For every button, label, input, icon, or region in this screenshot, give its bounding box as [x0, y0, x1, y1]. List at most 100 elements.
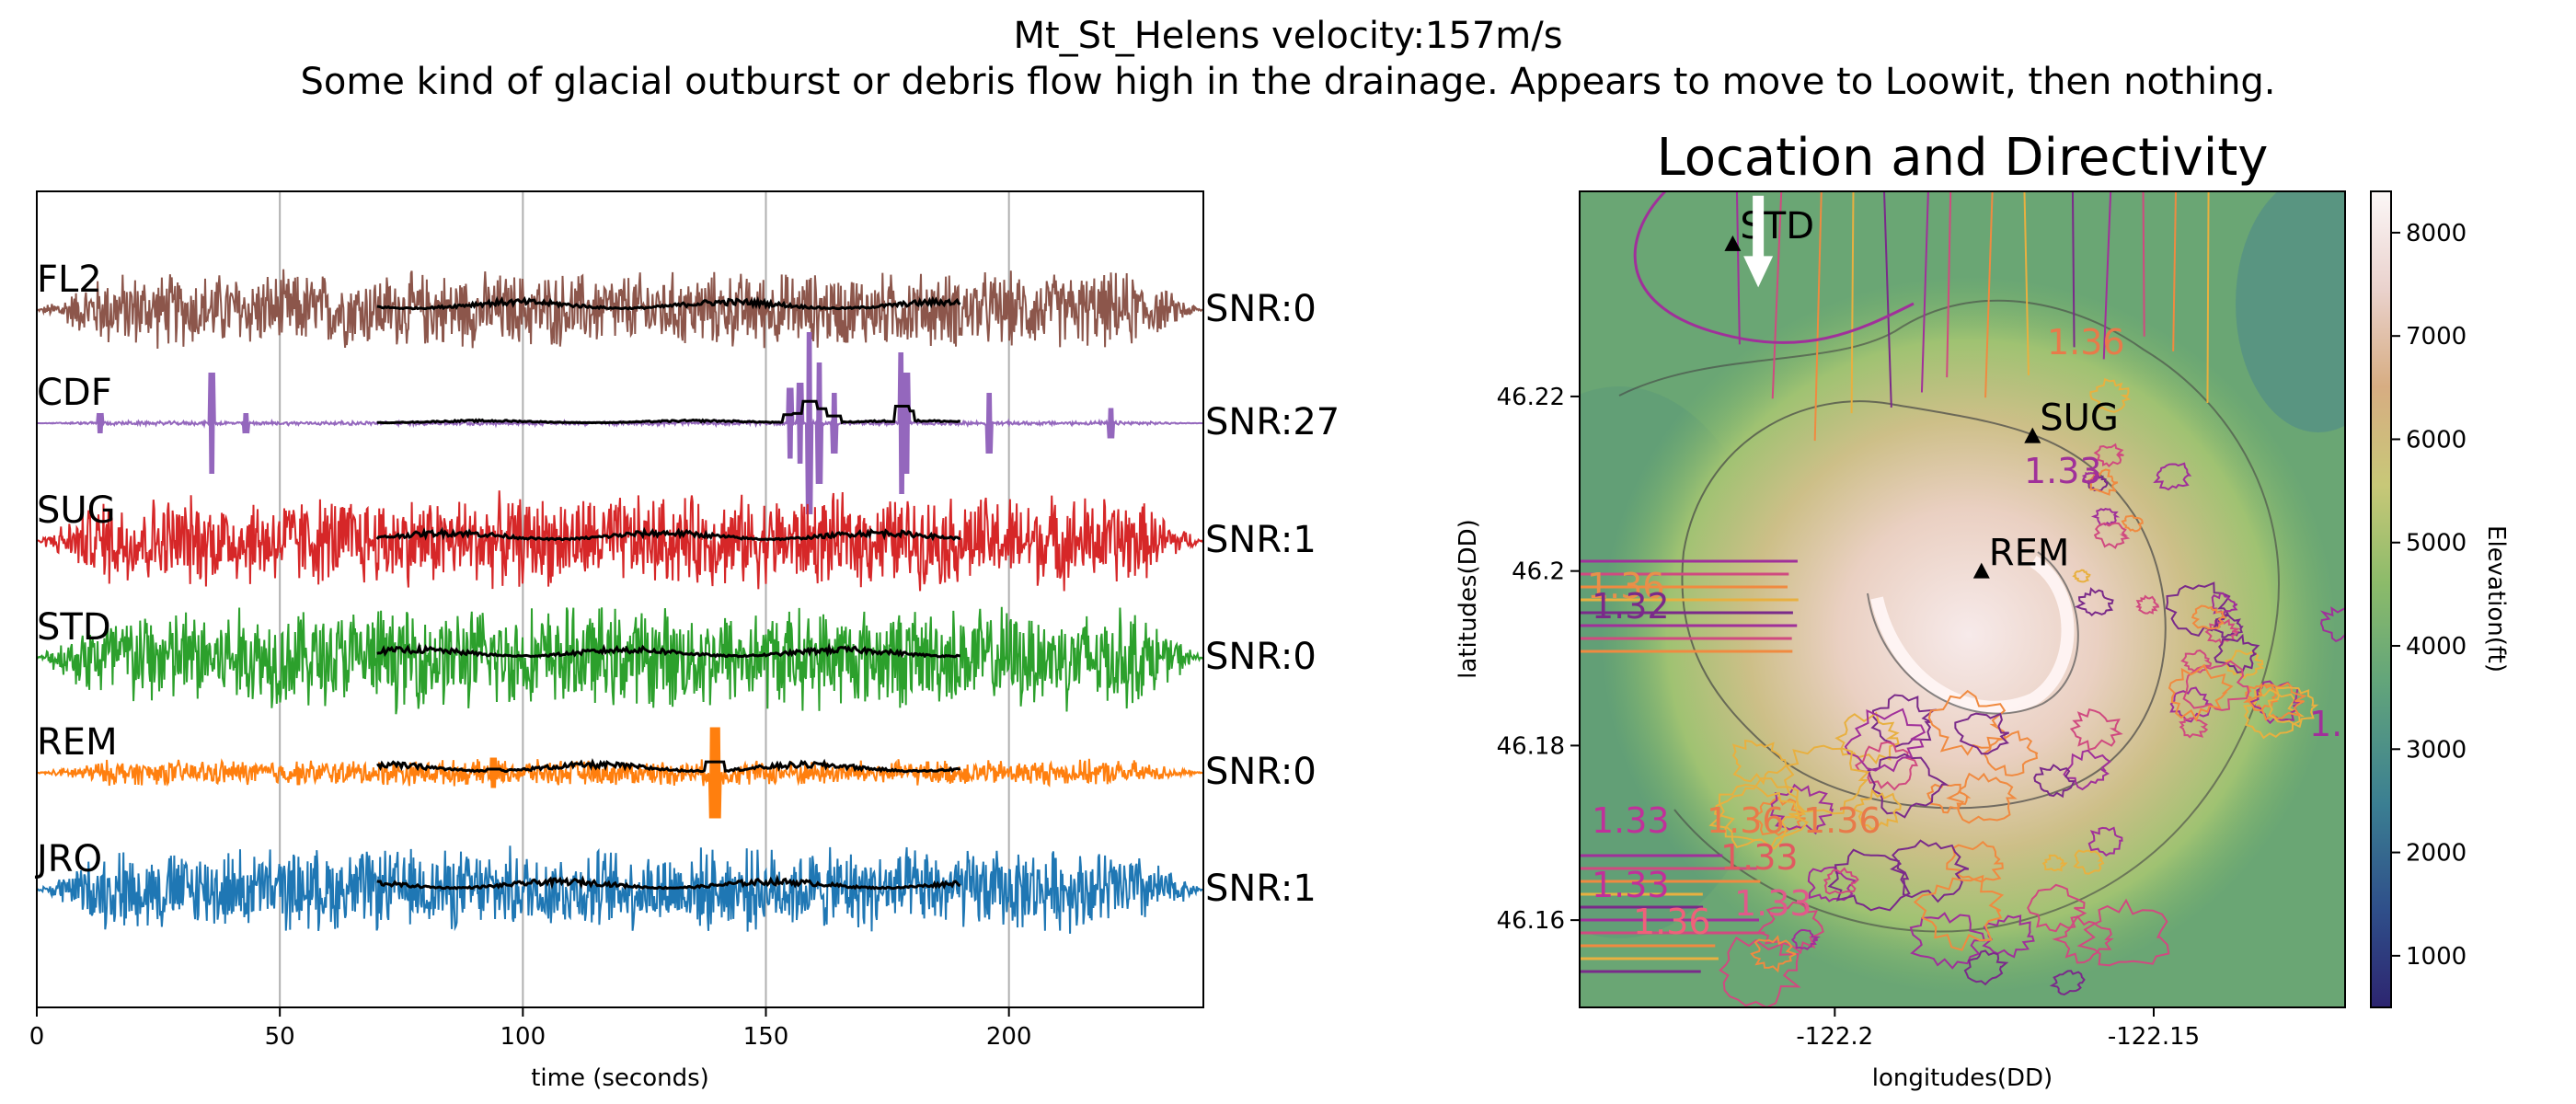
- contour-line: [2069, 707, 2123, 752]
- trace-fl2: FL2 SNR:0: [36, 259, 1317, 350]
- waveform-x-axis-label: time (seconds): [531, 1064, 709, 1092]
- contour-streak: [1771, 191, 1783, 399]
- trace-sug: SUG SNR:1: [36, 489, 1317, 592]
- station-std: STD: [1724, 205, 1814, 251]
- contour-label: 1.33: [2024, 451, 2102, 491]
- contour-streak: [2071, 191, 2076, 348]
- contour-line: [1954, 712, 2010, 755]
- waveform-std: [36, 606, 1204, 715]
- contour-streak: [2102, 191, 2112, 360]
- map-plot-area: 1.331.361.321.361.331.33 1.331.361.361.33…: [1580, 191, 2345, 1007]
- contour-line: [2089, 377, 2132, 413]
- map-contours: [1580, 191, 2345, 1007]
- station-sug: SUG: [2024, 397, 2119, 443]
- contour-line: [1867, 753, 1949, 819]
- directivity-arrow: [1743, 195, 1774, 288]
- trace-std: STD SNR:0: [36, 606, 1317, 715]
- contour-line: [1708, 783, 1800, 850]
- contour-line: [2211, 614, 2244, 638]
- envelope-sug: [375, 526, 961, 542]
- contour-line: [2204, 618, 2241, 647]
- contour-line: [2081, 471, 2098, 485]
- colorbar: [2370, 190, 2392, 1008]
- map-y-tick-label: 46.22: [1497, 384, 1565, 411]
- x-tick-label: 200: [986, 1023, 1032, 1051]
- waveform-x-ticks: 0 50 100 150 200: [29, 1007, 1032, 1051]
- contour-line: [2180, 649, 2213, 673]
- map-panel: Location and Directivity 1.331.361.321.3…: [1455, 128, 2510, 1092]
- contour-line: [1946, 772, 2018, 824]
- waveform-rem: [36, 727, 1203, 819]
- station-name: STD: [1740, 205, 1814, 247]
- contour-line: [2073, 849, 2105, 875]
- figure-title-line2: Some kind of glacial outburst or debris …: [300, 61, 2275, 103]
- waveform-sug: [36, 490, 1204, 592]
- colorbar-tick-label: 2000: [2406, 840, 2467, 868]
- map-x-axis-label: longitudes(DD): [1872, 1064, 2053, 1092]
- contour-label: 1.33: [1592, 800, 1670, 841]
- snr-label-jro: SNR:1: [1205, 868, 1317, 910]
- colorbar-tick-label: 3000: [2406, 736, 2467, 764]
- contour-line: [1834, 711, 1900, 765]
- contour-label: 1.32: [1592, 586, 1670, 627]
- trace-jro: JRO SNR:1: [34, 838, 1317, 934]
- colorbar-tick-label: 8000: [2406, 220, 2467, 247]
- contour-line: [2052, 914, 2114, 964]
- contour-streak: [2142, 191, 2145, 337]
- waveform-fl2: [36, 269, 1204, 350]
- contour-line: [1852, 788, 1902, 831]
- station-label-std: STD: [37, 606, 111, 649]
- station-label-rem: REM: [37, 721, 118, 764]
- station-name: REM: [1989, 533, 2070, 575]
- snr-label-sug: SNR:1: [1205, 519, 1317, 561]
- contour-line: [2319, 606, 2345, 643]
- contour-line: [2191, 604, 2227, 630]
- contour-streak: [1883, 191, 1892, 408]
- colorbar-label: Elevation(ft): [2482, 525, 2510, 673]
- contour-line: [2214, 633, 2260, 674]
- contour-streak: [2023, 191, 2030, 375]
- contour-line: [2179, 717, 2209, 739]
- station-marker-icon: [2024, 427, 2041, 443]
- map-y-tick-label: 46.18: [1497, 732, 1565, 760]
- snr-label-std: SNR:0: [1205, 636, 1317, 678]
- map-x-tick-label: -122.2: [1796, 1023, 1873, 1051]
- figure-title-line1: Mt_St_Helens velocity:157m/s: [1013, 15, 1562, 57]
- contour-line: [1963, 949, 2009, 986]
- x-tick-label: 150: [743, 1023, 789, 1051]
- envelope-cdf: [376, 399, 961, 425]
- contour-line: [1890, 839, 1970, 903]
- contour-label: 1.33: [1734, 883, 1812, 924]
- contour-line: [1926, 782, 1972, 814]
- station-label-sug: SUG: [37, 489, 116, 532]
- contour-line: [1927, 689, 2007, 756]
- map-stations: STD SUG REM: [1724, 205, 2119, 579]
- envelope-jro: [376, 874, 960, 891]
- contour-streak: [1984, 191, 1994, 398]
- map-y-tick-label: 46.16: [1497, 907, 1565, 935]
- contour-line: [1823, 867, 1859, 895]
- contour-line: [1909, 912, 1986, 970]
- contour-streak: [1920, 191, 1929, 393]
- map-x-ticks: -122.2 -122.15: [1796, 1007, 2200, 1051]
- contour-line: [2063, 749, 2111, 791]
- envelope-fl2: [376, 295, 961, 311]
- map-axes-frame: [1579, 190, 2346, 1008]
- contour-line: [1983, 730, 2039, 776]
- map-y-tick-label: 46.2: [1512, 558, 1565, 586]
- contour-line: [1719, 937, 1801, 1007]
- contour-line: [1790, 928, 1821, 951]
- snr-label-rem: SNR:0: [1205, 751, 1317, 793]
- contour-label: 1.33: [1592, 865, 1670, 905]
- station-marker-icon: [1972, 562, 1990, 579]
- contour-line: [1855, 741, 1918, 791]
- map-crater-rim: [1870, 556, 2075, 714]
- trace-cdf: CDF SNR:27: [37, 331, 1340, 515]
- contour-label: 1.36: [1587, 566, 1665, 606]
- trace-rem: REM SNR:0: [36, 721, 1317, 819]
- snr-label-cdf: SNR:27: [1205, 401, 1340, 443]
- colorbar-tick-label: 1000: [2406, 943, 2467, 971]
- map-lowland-east: [2236, 191, 2345, 432]
- contour-line: [2165, 581, 2231, 638]
- map-mountain-slope: [1601, 276, 2337, 994]
